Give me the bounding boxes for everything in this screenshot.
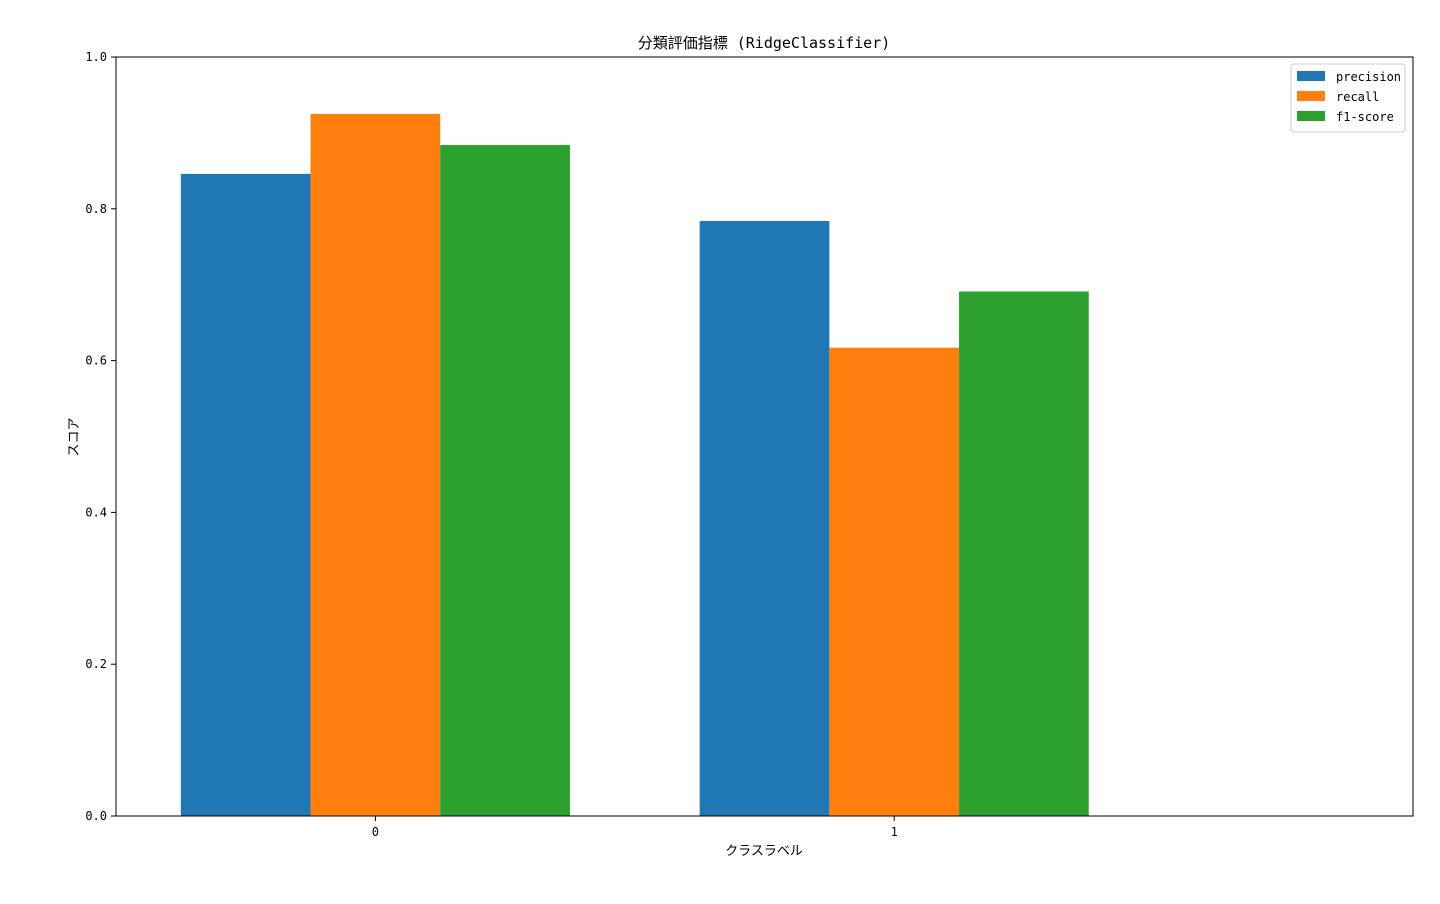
legend-swatch-recall — [1297, 91, 1325, 101]
x-tick-label: 0 — [372, 825, 379, 839]
plot-area-frame — [115, 56, 1414, 817]
bar-f1-score-1 — [959, 291, 1089, 816]
y-tick-label: 0.6 — [85, 354, 107, 368]
x-tick-label: 1 — [891, 825, 898, 839]
legend-swatch-precision — [1297, 71, 1325, 81]
y-axis: 0.0 0.2 0.4 0.6 0.8 1.0 — [85, 50, 116, 823]
legend-label-precision: precision — [1336, 70, 1401, 84]
y-tick-label: 0.8 — [85, 202, 107, 216]
bar-precision-1 — [699, 220, 830, 816]
bars-layer — [180, 113, 1089, 817]
x-axis-title: クラスラベル — [725, 844, 803, 859]
y-tick-label: 0.2 — [85, 657, 107, 671]
y-tick-label: 0.0 — [85, 809, 107, 823]
y-axis-title: スコア — [67, 417, 82, 456]
legend-label-recall: recall — [1336, 90, 1379, 104]
bar-recall-0 — [310, 113, 441, 817]
legend-swatch-f1-score — [1297, 111, 1325, 121]
chart-title: 分類評価指標 (RidgeClassifier) — [638, 34, 891, 52]
legend: precision recall f1-score — [1290, 63, 1406, 133]
y-tick-label: 1.0 — [85, 50, 107, 64]
bar-f1-score-0 — [440, 145, 570, 817]
legend-label-f1-score: f1-score — [1336, 110, 1394, 124]
bar-recall-1 — [829, 347, 960, 816]
y-tick-label: 0.4 — [85, 505, 107, 519]
bar-precision-0 — [180, 173, 311, 816]
